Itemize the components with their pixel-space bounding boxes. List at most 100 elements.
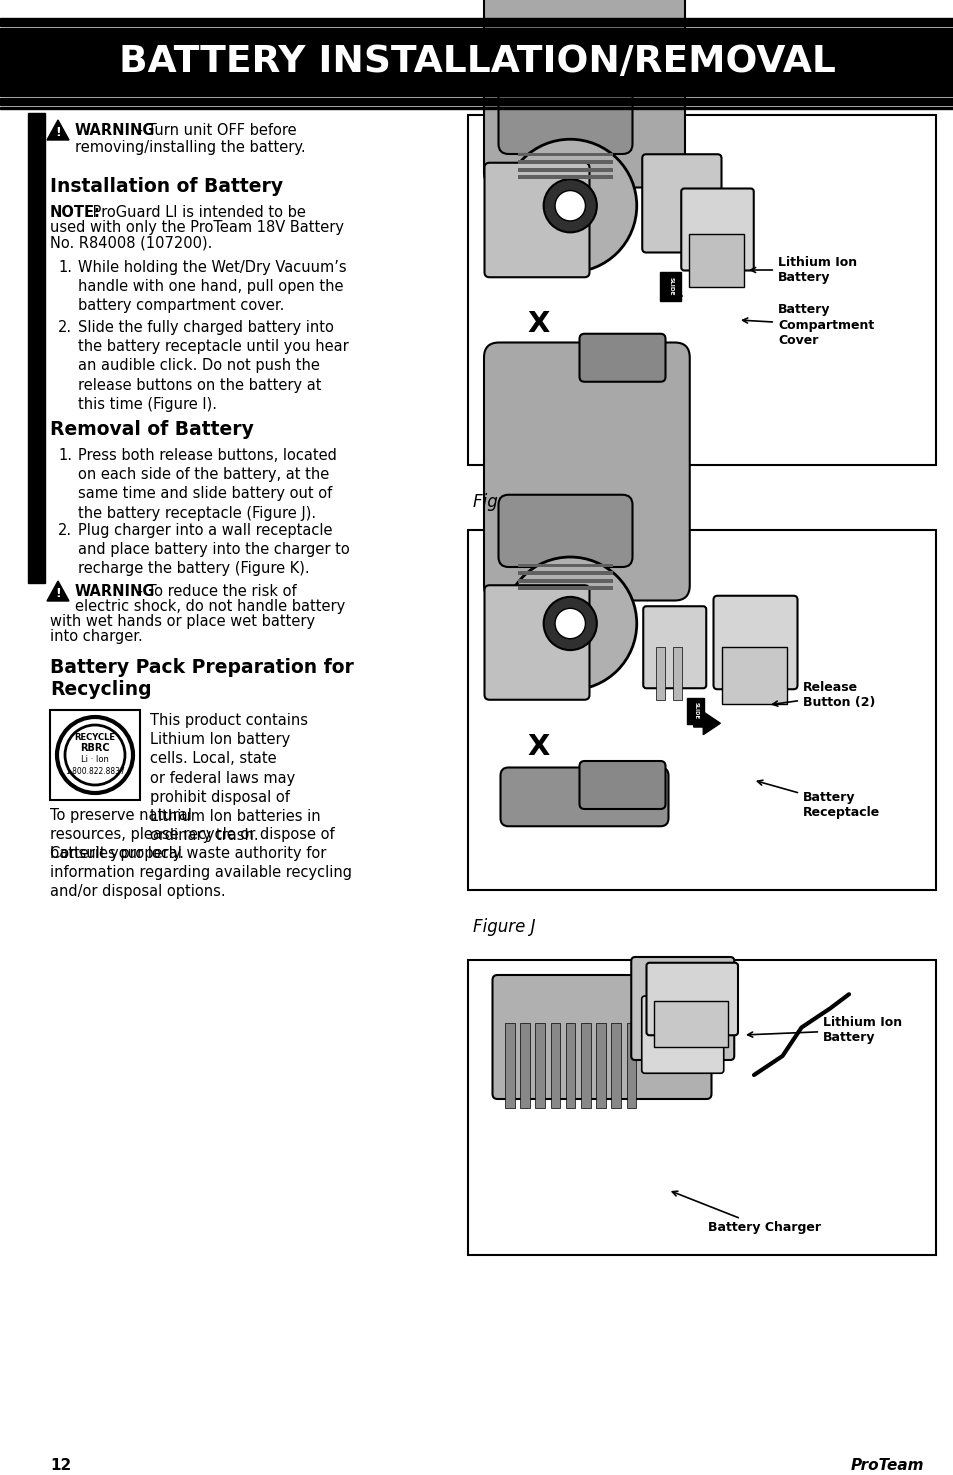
- Text: 1.: 1.: [58, 260, 71, 274]
- Text: ProGuard LI is intended to be: ProGuard LI is intended to be: [88, 205, 306, 220]
- Text: WARNING: WARNING: [75, 584, 155, 599]
- Text: 1.800.822.8837: 1.800.822.8837: [65, 767, 125, 776]
- Text: RBRC: RBRC: [80, 743, 110, 754]
- Text: Slide the fully charged battery into
the battery receptacle until you hear
an au: Slide the fully charged battery into the…: [78, 320, 349, 412]
- Bar: [28, 114, 45, 583]
- Text: Battery
Receptacle: Battery Receptacle: [757, 780, 880, 819]
- FancyBboxPatch shape: [646, 963, 738, 1035]
- Bar: [50, 709, 140, 799]
- FancyBboxPatch shape: [578, 333, 665, 382]
- Text: !: !: [55, 125, 61, 139]
- Text: X: X: [527, 733, 550, 761]
- Text: ProTeam: ProTeam: [850, 1457, 923, 1474]
- Text: Lithium Ion
Battery: Lithium Ion Battery: [747, 1016, 902, 1044]
- Text: Figure J: Figure J: [473, 917, 535, 937]
- Circle shape: [555, 190, 585, 221]
- Bar: [517, 587, 613, 590]
- Text: 12: 12: [50, 1457, 71, 1474]
- Text: electric shock, do not handle battery: electric shock, do not handle battery: [75, 599, 345, 614]
- Polygon shape: [47, 581, 69, 600]
- Text: SLIDE: SLIDE: [693, 702, 698, 720]
- Text: Battery Charger: Battery Charger: [672, 1192, 821, 1235]
- FancyBboxPatch shape: [641, 155, 720, 252]
- Bar: [611, 1022, 620, 1108]
- Text: NOTE:: NOTE:: [50, 205, 101, 220]
- Bar: [688, 235, 743, 286]
- FancyBboxPatch shape: [500, 345, 668, 404]
- Bar: [0, 97, 953, 105]
- Bar: [672, 648, 681, 699]
- Bar: [517, 161, 613, 164]
- Bar: [517, 571, 613, 575]
- Circle shape: [555, 608, 585, 639]
- Text: Battery
Compartment
Cover: Battery Compartment Cover: [741, 304, 873, 347]
- Bar: [504, 1022, 514, 1108]
- Text: Removal of Battery: Removal of Battery: [50, 420, 253, 440]
- Circle shape: [543, 597, 597, 650]
- Bar: [0, 108, 953, 109]
- FancyBboxPatch shape: [483, 342, 689, 600]
- Text: - To reduce the risk of: - To reduce the risk of: [132, 584, 296, 599]
- FancyBboxPatch shape: [483, 0, 684, 187]
- Circle shape: [503, 139, 636, 273]
- Text: X: X: [527, 311, 550, 338]
- Bar: [654, 1002, 727, 1046]
- Text: Battery Pack Preparation for: Battery Pack Preparation for: [50, 658, 354, 677]
- Text: While holding the Wet/Dry Vacuum’s
handle with one hand, pull open the
battery c: While holding the Wet/Dry Vacuum’s handl…: [78, 260, 346, 313]
- FancyBboxPatch shape: [498, 77, 632, 153]
- Text: Release
Button (2): Release Button (2): [772, 681, 875, 709]
- FancyBboxPatch shape: [484, 162, 589, 277]
- Bar: [565, 1022, 575, 1108]
- Bar: [626, 1022, 636, 1108]
- Circle shape: [503, 558, 636, 690]
- Text: To preserve natural
resources, please recycle or dispose of
batteries properly.: To preserve natural resources, please re…: [50, 808, 335, 861]
- Bar: [468, 530, 935, 889]
- Text: used with only the ProTeam 18V Battery: used with only the ProTeam 18V Battery: [50, 220, 344, 235]
- Bar: [550, 1022, 559, 1108]
- Text: Recycling: Recycling: [50, 680, 152, 699]
- FancyBboxPatch shape: [500, 767, 668, 826]
- Bar: [0, 28, 953, 96]
- Bar: [580, 1022, 590, 1108]
- Bar: [517, 168, 613, 171]
- Bar: [468, 960, 935, 1255]
- Text: WARNING: WARNING: [75, 122, 155, 139]
- Text: Figure I: Figure I: [473, 493, 535, 510]
- Text: !: !: [55, 587, 61, 600]
- Bar: [519, 1022, 529, 1108]
- Bar: [517, 152, 613, 156]
- Bar: [535, 1022, 544, 1108]
- FancyBboxPatch shape: [680, 189, 753, 270]
- Text: BATTERY INSTALLATION/REMOVAL: BATTERY INSTALLATION/REMOVAL: [118, 44, 835, 80]
- Text: SLIDE: SLIDE: [668, 277, 673, 296]
- Bar: [686, 698, 703, 724]
- Text: 2.: 2.: [58, 320, 72, 335]
- Text: Plug charger into a wall receptacle
and place battery into the charger to
rechar: Plug charger into a wall receptacle and …: [78, 524, 350, 577]
- FancyBboxPatch shape: [631, 957, 734, 1061]
- Bar: [655, 648, 664, 699]
- Bar: [721, 648, 786, 704]
- FancyBboxPatch shape: [641, 996, 723, 1074]
- Text: Installation of Battery: Installation of Battery: [50, 177, 283, 196]
- Bar: [517, 578, 613, 583]
- Bar: [468, 115, 935, 465]
- Text: removing/installing the battery.: removing/installing the battery.: [75, 140, 305, 155]
- Bar: [659, 273, 680, 301]
- Text: Press both release buttons, located
on each side of the battery, at the
same tim: Press both release buttons, located on e…: [78, 448, 336, 521]
- Bar: [517, 563, 613, 568]
- Text: Lithium Ion
Battery: Lithium Ion Battery: [750, 257, 856, 285]
- FancyBboxPatch shape: [713, 596, 797, 689]
- Text: This product contains
Lithium Ion battery
cells. Local, state
or federal laws ma: This product contains Lithium Ion batter…: [150, 712, 320, 844]
- Text: 1.: 1.: [58, 448, 71, 463]
- Bar: [0, 18, 953, 27]
- Circle shape: [543, 178, 597, 233]
- FancyBboxPatch shape: [492, 975, 711, 1099]
- FancyBboxPatch shape: [498, 494, 632, 566]
- Text: 2.: 2.: [58, 524, 72, 538]
- Text: RECYCLE: RECYCLE: [74, 733, 115, 742]
- Polygon shape: [47, 119, 69, 140]
- FancyBboxPatch shape: [578, 761, 665, 808]
- Text: - Turn unit OFF before: - Turn unit OFF before: [132, 122, 296, 139]
- Text: into charger.: into charger.: [50, 628, 143, 645]
- Text: No. R84008 (107200).: No. R84008 (107200).: [50, 235, 213, 249]
